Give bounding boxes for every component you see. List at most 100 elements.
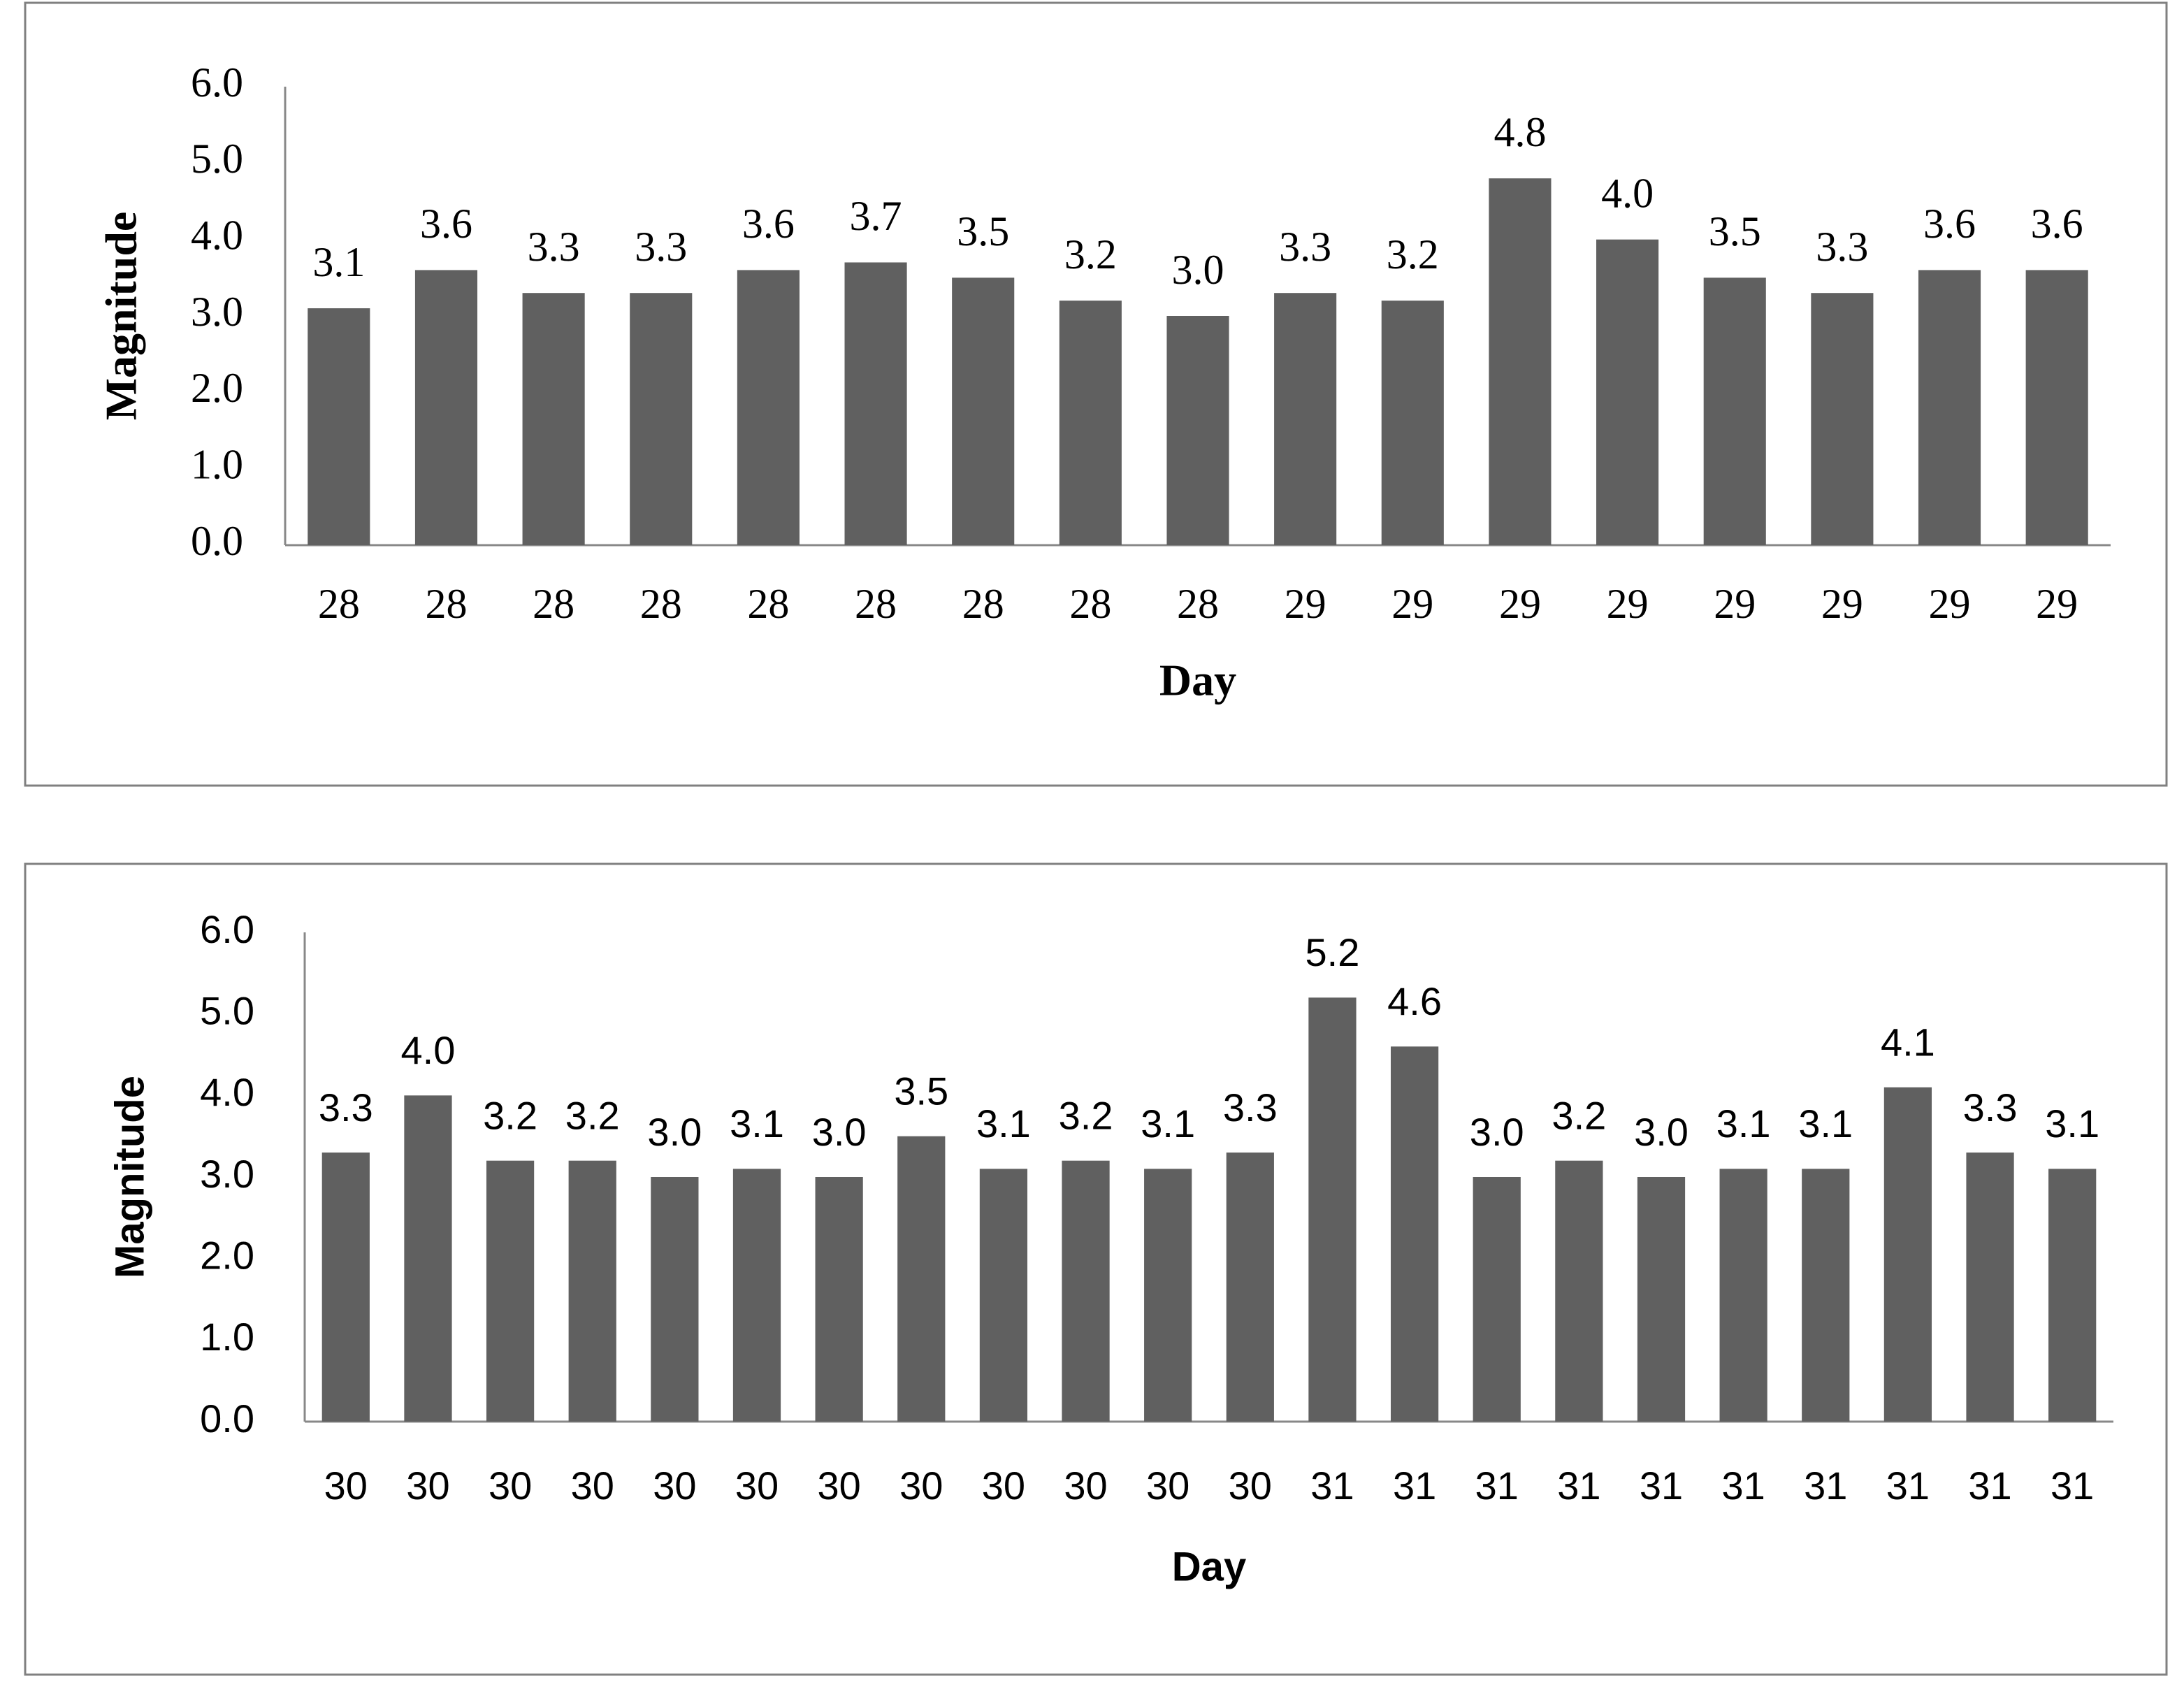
data-label: 3.1 — [312, 239, 365, 285]
x-tick-label: 30 — [571, 1464, 614, 1508]
bar — [1637, 1177, 1686, 1422]
chart-frame — [24, 862, 2168, 1676]
data-label: 3.2 — [1059, 1093, 1113, 1137]
bar — [1144, 1169, 1192, 1422]
bar — [952, 277, 1015, 545]
bar — [1062, 1160, 1110, 1422]
bar — [1918, 270, 1981, 545]
data-label: 3.0 — [812, 1110, 867, 1154]
x-tick-label: 31 — [1557, 1464, 1600, 1508]
x-tick-label: 29 — [1285, 581, 1326, 627]
y-tick-label: 6.0 — [191, 59, 243, 106]
data-label: 4.1 — [1881, 1020, 1935, 1064]
y-tick-label: 6.0 — [200, 907, 254, 951]
x-tick-label: 28 — [640, 581, 682, 627]
bar — [1473, 1177, 1521, 1422]
x-tick-label: 30 — [489, 1464, 532, 1508]
x-tick-label: 28 — [425, 581, 467, 627]
bar — [1802, 1169, 1850, 1422]
y-tick-label: 2.0 — [191, 365, 243, 411]
bar — [1308, 997, 1357, 1422]
bar — [414, 270, 478, 545]
x-tick-label: 30 — [1064, 1464, 1107, 1508]
x-tick-label: 28 — [533, 581, 574, 627]
data-label: 3.1 — [976, 1102, 1031, 1146]
data-label: 3.1 — [1141, 1102, 1195, 1146]
data-label: 4.6 — [1387, 979, 1442, 1023]
data-label: 3.0 — [1172, 247, 1224, 293]
data-label: 3.2 — [1064, 231, 1117, 277]
data-label: 3.2 — [565, 1093, 620, 1137]
bar — [1489, 178, 1552, 545]
data-label: 3.3 — [1816, 224, 1868, 270]
x-tick-label: 28 — [318, 581, 360, 627]
data-label: 3.3 — [1279, 224, 1331, 270]
x-tick-label: 28 — [1177, 581, 1219, 627]
data-label: 3.3 — [1223, 1085, 1278, 1129]
bar — [1390, 1046, 1439, 1422]
chart-panel: 0.0 1.0 2.0 3.0 4.0 5.0 6.0 28 3.1 28 3.6 28 3.3 28 3.… — [24, 1, 2168, 787]
bar — [630, 293, 693, 545]
bar — [651, 1177, 699, 1422]
x-tick-label: 29 — [1499, 581, 1541, 627]
data-label: 3.1 — [1716, 1102, 1771, 1146]
y-tick-label: 3.0 — [200, 1152, 254, 1196]
data-label: 3.7 — [850, 193, 902, 239]
x-tick-label: 31 — [1968, 1464, 2011, 1508]
x-tick-label: 28 — [962, 581, 1004, 627]
data-label: 3.6 — [2031, 201, 2083, 247]
data-label: 4.8 — [1494, 109, 1546, 155]
data-label: 3.0 — [1634, 1110, 1688, 1154]
x-tick-label: 29 — [2036, 581, 2078, 627]
data-label: 3.6 — [1923, 201, 1976, 247]
data-label: 3.0 — [647, 1110, 702, 1154]
y-tick-label: 1.0 — [191, 441, 243, 487]
data-label: 3.1 — [730, 1102, 784, 1146]
bar — [308, 308, 370, 545]
bar — [1703, 277, 1766, 545]
x-tick-label: 30 — [735, 1464, 779, 1508]
bar — [1966, 1153, 2014, 1422]
x-tick-label: 29 — [1391, 581, 1433, 627]
bar — [1719, 1169, 1767, 1422]
data-label: 3.5 — [957, 208, 1009, 254]
y-tick-label: 3.0 — [191, 289, 243, 335]
y-tick-label: 0.0 — [200, 1396, 254, 1440]
y-tick-label: 1.0 — [200, 1315, 254, 1359]
data-label: 3.2 — [483, 1093, 537, 1137]
y-tick-label: 4.0 — [200, 1070, 254, 1114]
bar — [1381, 301, 1444, 545]
x-tick-label: 28 — [1069, 581, 1111, 627]
bar — [1166, 316, 1229, 545]
bar — [1059, 301, 1122, 545]
data-label: 3.2 — [1387, 231, 1439, 277]
bar — [737, 270, 800, 545]
data-label: 3.6 — [420, 201, 472, 247]
bar — [1596, 239, 1659, 545]
x-tick-label: 28 — [855, 581, 897, 627]
bar — [404, 1095, 452, 1422]
x-axis-title: Day — [1159, 656, 1236, 705]
x-tick-label: 31 — [1393, 1464, 1436, 1508]
data-label: 3.2 — [1552, 1093, 1606, 1137]
x-tick-label: 29 — [1714, 581, 1756, 627]
y-tick-label: 0.0 — [191, 518, 243, 564]
data-label: 3.1 — [1798, 1102, 1853, 1146]
x-tick-label: 31 — [2051, 1464, 2094, 1508]
y-axis-title: Magnitude — [107, 1076, 152, 1278]
bar — [1811, 293, 1874, 545]
x-tick-label: 28 — [747, 581, 789, 627]
bar — [844, 262, 907, 545]
x-tick-label: 29 — [1929, 581, 1971, 627]
bar — [486, 1160, 535, 1422]
x-tick-label: 30 — [899, 1464, 943, 1508]
x-tick-label: 30 — [406, 1464, 449, 1508]
chart-panel: 0.0 1.0 2.0 3.0 4.0 5.0 6.0 30 3.3 30 4.0 30 3.2 30 3.… — [24, 862, 2168, 1676]
data-label: 4.0 — [401, 1028, 456, 1072]
x-tick-label: 30 — [653, 1464, 696, 1508]
x-tick-label: 29 — [1607, 581, 1649, 627]
data-label: 3.1 — [2045, 1102, 2099, 1146]
data-label: 3.3 — [528, 224, 580, 270]
x-tick-label: 31 — [1804, 1464, 1847, 1508]
bar — [321, 1153, 370, 1422]
